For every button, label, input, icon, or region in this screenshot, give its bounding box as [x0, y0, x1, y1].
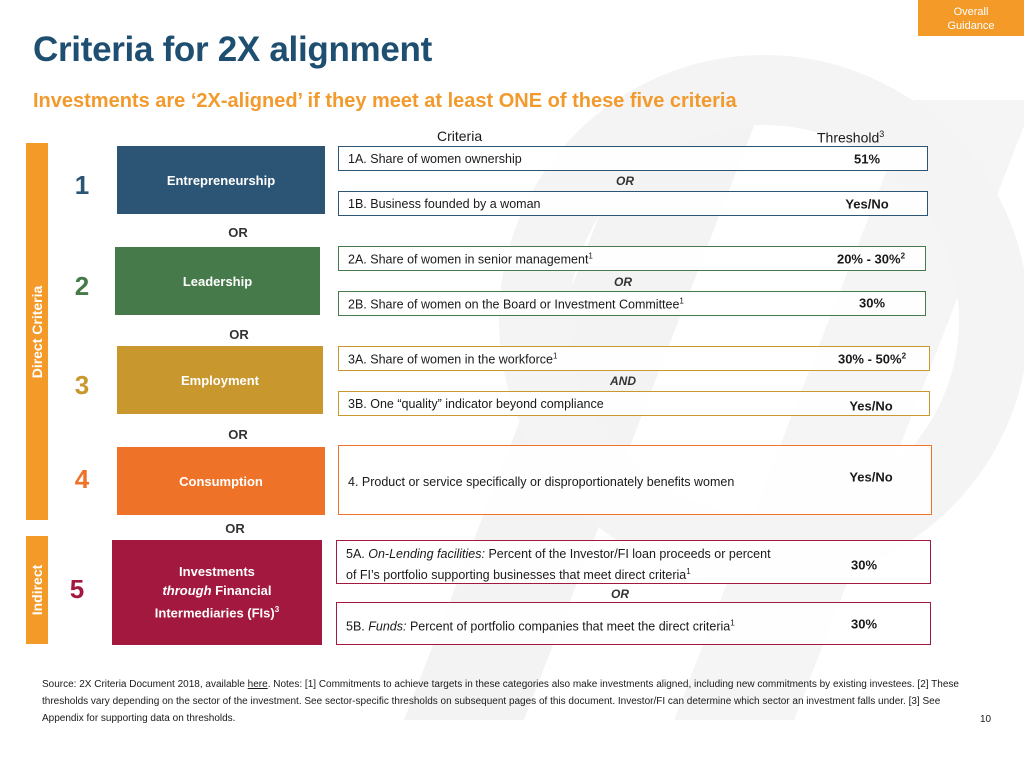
- category-label: Entrepreneurship: [166, 172, 276, 188]
- connector-or-1: OR: [616, 174, 634, 188]
- criterion-threshold-wrap: 20% - 30%2: [826, 251, 916, 266]
- criterion-text: 2A. Share of women in senior management: [348, 252, 589, 267]
- page-subtitle: Investments are ‘2X-aligned’ if they mee…: [33, 90, 737, 112]
- criterion-threshold: 30%: [850, 557, 878, 573]
- criterion-threshold: 51%: [853, 151, 881, 166]
- criterion-text: 2B. Share of women on the Board or Inves…: [348, 297, 680, 312]
- category-label-fis: Intermediaries (FIs): [154, 605, 275, 621]
- row-number-1: 1: [74, 170, 90, 200]
- row-number-3: 3: [74, 370, 90, 400]
- criterion-text: 3B. One “quality” indicator beyond compl…: [348, 396, 604, 411]
- connector-or-5: OR: [611, 587, 629, 601]
- direct-criteria-label: Direct Criteria: [29, 285, 45, 378]
- criterion-text: 3A. Share of women in the workforce: [348, 352, 553, 367]
- criterion-text: 1B. Business founded by a woman: [348, 196, 541, 211]
- criterion-prefix: 5B.: [346, 619, 369, 634]
- category-label-wrap: Investments through Financial Intermedia…: [155, 562, 279, 622]
- criterion-note: 1: [588, 250, 593, 260]
- criterion-threshold: Yes/No: [845, 196, 889, 211]
- criterion-text-wrap: 5B. Funds: Percent of portfolio companie…: [346, 618, 735, 633]
- criterion-note: 1: [730, 618, 735, 628]
- category-label-line3: Intermediaries (FIs)3: [155, 600, 279, 622]
- or-separator-2: OR: [229, 327, 249, 342]
- overall-guidance-tag: Overall Guidance: [918, 0, 1024, 36]
- category-investments-through-fis: Investments through Financial Intermedia…: [112, 540, 322, 645]
- row-number-5: 5: [69, 574, 85, 604]
- criterion-prefix: 5A.: [346, 547, 369, 561]
- indirect-criteria-bar: Indirect: [26, 536, 48, 644]
- criterion-text-wrap: 2B. Share of women on the Board or Inves…: [348, 296, 684, 311]
- criterion-threshold: 30% - 50%: [837, 351, 902, 367]
- category-label: Consumption: [179, 473, 263, 489]
- criterion-5b: 5B. Funds: Percent of portfolio companie…: [336, 602, 931, 645]
- category-label-line1: Investments: [179, 564, 255, 580]
- row-number-2: 2: [74, 271, 90, 301]
- criterion-5a: 5A. On-Lending facilities: Percent of th…: [336, 540, 931, 584]
- category-label-through: through: [162, 583, 212, 599]
- criterion-threshold-note: 2: [901, 350, 907, 360]
- criterion-1a: 1A. Share of women ownership 51%: [338, 146, 928, 171]
- criterion-threshold: 20% - 30%: [836, 251, 901, 267]
- category-label: Employment: [180, 372, 259, 388]
- footnote-link[interactable]: here: [247, 679, 268, 690]
- or-separator-3: OR: [228, 427, 248, 442]
- criterion-2b: 2B. Share of women on the Board or Inves…: [338, 291, 926, 316]
- category-employment: Employment: [117, 346, 323, 414]
- or-separator-1: OR: [228, 225, 248, 240]
- criterion-line1: Percent of the Investor/FI loan proceeds…: [484, 547, 771, 561]
- criterion-text: Percent of portfolio companies that meet…: [406, 619, 731, 634]
- page-number: 10: [980, 714, 992, 725]
- category-label: Leadership: [182, 273, 253, 289]
- footnote-text-1: Source: 2X Criteria Document 2018, avail…: [42, 679, 248, 690]
- criteria-header-text: Criteria: [437, 128, 483, 144]
- criterion-threshold: Yes/No: [849, 398, 893, 414]
- threshold-header-note: 3: [879, 129, 885, 139]
- category-label-line2: through Financial: [155, 581, 279, 600]
- row-number-4: 4: [74, 464, 90, 494]
- source-footnote: Source: 2X Criteria Document 2018, avail…: [42, 676, 972, 727]
- criteria-column-header: Criteria: [437, 128, 482, 144]
- direct-criteria-bar: Direct Criteria: [26, 143, 48, 520]
- criterion-threshold: 30%: [850, 616, 878, 632]
- criterion-text-wrap: 3A. Share of women in the workforce1: [348, 351, 557, 366]
- category-label-note: 3: [274, 605, 280, 615]
- tag-line-1: Overall: [953, 6, 989, 18]
- criterion-note: 1: [552, 350, 558, 360]
- criterion-text: 4. Product or service specifically or di…: [348, 475, 735, 489]
- criterion-note: 1: [686, 567, 691, 576]
- connector-or-2: OR: [614, 275, 632, 289]
- criterion-4: 4. Product or service specifically or di…: [338, 445, 932, 515]
- footnote-text-2: . Notes: [1] Commitments to achieve targ…: [42, 679, 959, 724]
- criterion-text: 1A. Share of women ownership: [348, 151, 522, 166]
- category-entrepreneurship: Entrepreneurship: [117, 146, 325, 214]
- page-title: Criteria for 2X alignment: [33, 30, 432, 69]
- criterion-note: 1: [679, 295, 684, 305]
- threshold-column-header: Threshold3: [817, 129, 884, 146]
- criterion-text-wrap: 2A. Share of women in senior management1: [348, 251, 593, 266]
- criterion-threshold: Yes/No: [849, 469, 893, 485]
- criterion-text-wrap: 5A. On-Lending facilities: Percent of th…: [346, 545, 771, 584]
- or-separator-4: OR: [225, 521, 245, 536]
- criterion-1b: 1B. Business founded by a woman Yes/No: [338, 191, 928, 216]
- criterion-italic: On-Lending facilities:: [368, 547, 485, 561]
- category-consumption: Consumption: [117, 447, 325, 515]
- criterion-threshold-wrap: 30% - 50%2: [827, 351, 917, 366]
- criterion-2a: 2A. Share of women in senior management1…: [338, 246, 926, 271]
- criterion-italic: Funds:: [368, 619, 407, 634]
- threshold-header-text: Threshold: [817, 129, 880, 146]
- criterion-3b: 3B. One “quality” indicator beyond compl…: [338, 391, 930, 416]
- criterion-line2: of FI’s portfolio supporting businesses …: [346, 568, 687, 583]
- criterion-threshold-note: 2: [900, 250, 906, 260]
- criterion-3a: 3A. Share of women in the workforce1 30%…: [338, 346, 930, 371]
- category-leadership: Leadership: [115, 247, 320, 315]
- tag-line-2: Guidance: [947, 20, 995, 32]
- indirect-criteria-label: Indirect: [29, 564, 45, 616]
- category-label-financial: Financial: [211, 583, 272, 599]
- connector-and-3: AND: [610, 374, 636, 388]
- criterion-threshold: 30%: [858, 295, 886, 311]
